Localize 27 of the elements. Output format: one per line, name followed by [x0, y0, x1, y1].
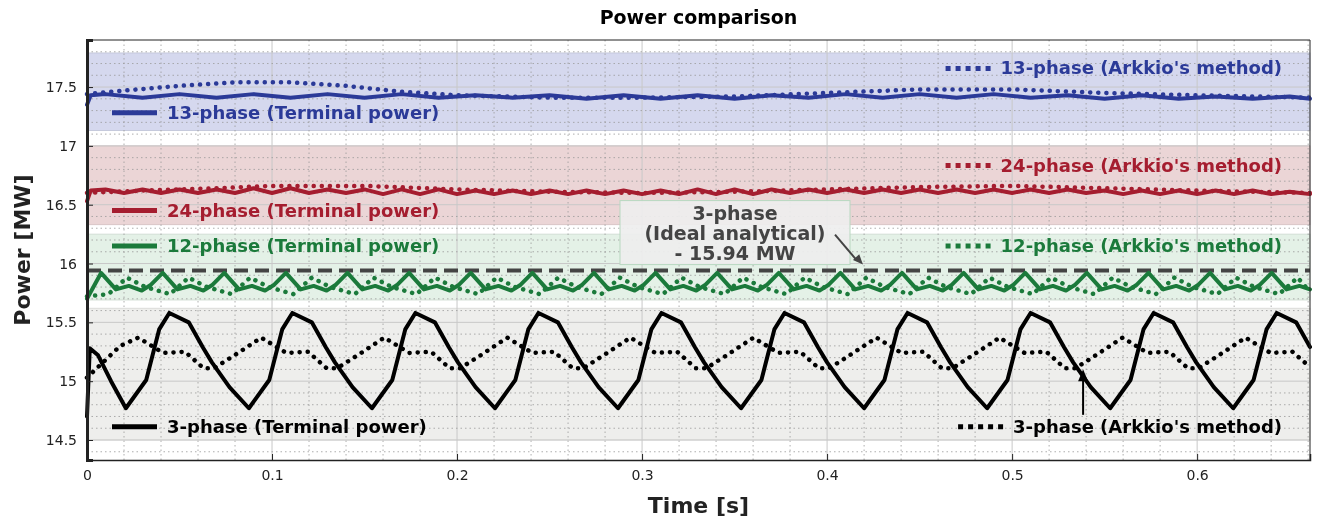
- y-axis-title: Power [MW]: [10, 174, 35, 326]
- x-tick-label: 0.2: [446, 466, 469, 483]
- x-tick-label: 0.6: [1186, 466, 1209, 483]
- y-tick-label: 14.5: [45, 431, 77, 448]
- y-tick-label: 16.5: [45, 196, 77, 213]
- legend-label: 13-phase (Arkkio's method): [1000, 57, 1282, 79]
- legend-label: 13-phase (Terminal power): [167, 101, 440, 123]
- legend-label: 3-phase (Terminal power): [167, 415, 427, 437]
- legend-label: 12-phase (Arkkio's method): [1000, 234, 1282, 256]
- y-tick-label: 15.5: [45, 314, 77, 331]
- y-tick-label: 16: [59, 255, 78, 272]
- x-tick-label: 0.3: [631, 466, 654, 483]
- legend-label: 12-phase (Terminal power): [167, 234, 440, 256]
- x-tick-label: 0: [83, 466, 92, 483]
- ref-line-label: 3-phase (Ideal analytical) - 15.94 MW: [644, 201, 826, 264]
- y-tick-label: 17.5: [45, 79, 77, 96]
- legend-label: 24-phase (Terminal power): [167, 199, 440, 221]
- y-tick-label: 15: [59, 373, 77, 390]
- x-tick-label: 0.1: [261, 466, 284, 483]
- x-tick-label: 0.4: [816, 466, 839, 483]
- legend-label: 3-phase (Arkkio's method): [1013, 415, 1282, 437]
- legend-label: 24-phase (Arkkio's method): [1000, 154, 1282, 176]
- y-tick-label: 17: [59, 137, 77, 154]
- x-axis-title: Time [s]: [647, 493, 750, 518]
- line-series: [85, 310, 1312, 419]
- chart-title: Power comparison: [599, 6, 798, 28]
- x-tick-label: 0.5: [1001, 466, 1024, 483]
